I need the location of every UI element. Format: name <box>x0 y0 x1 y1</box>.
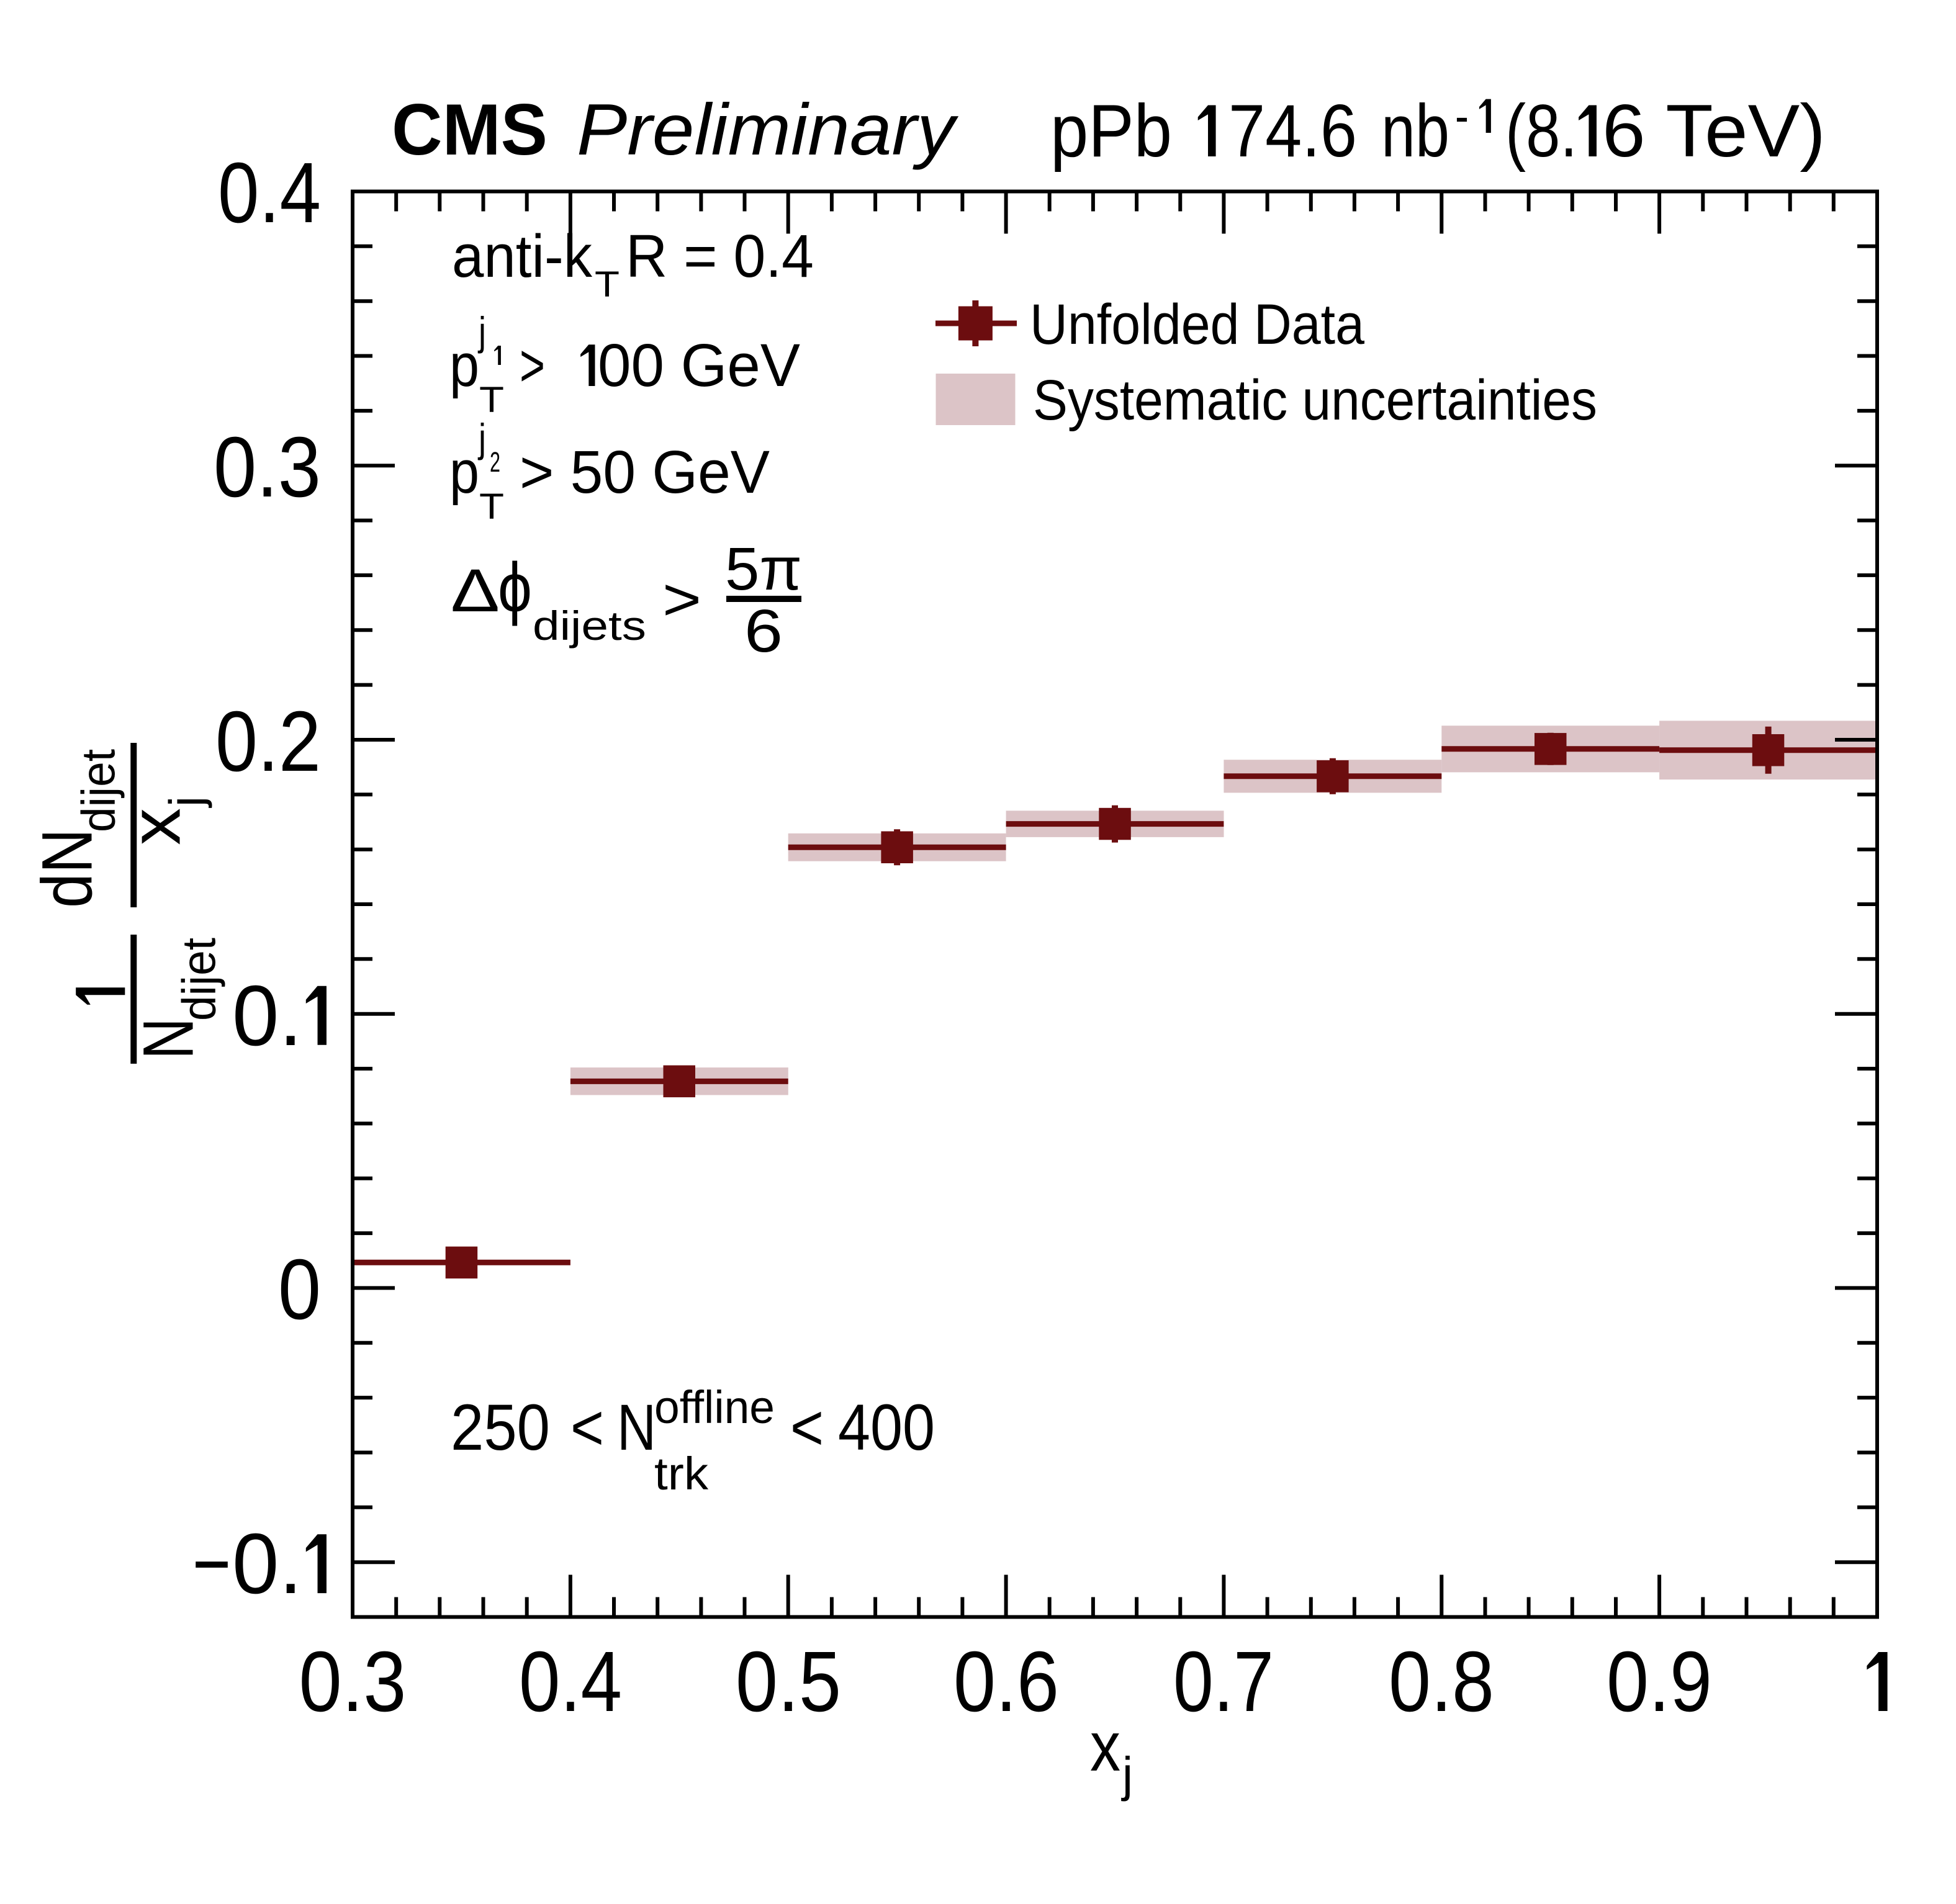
svg-text:0.6: 0.6 <box>953 1634 1059 1730</box>
svg-text:6: 6 <box>744 597 783 665</box>
svg-text:6 TeV): 6 TeV) <box>1602 89 1826 173</box>
svg-text:2: 2 <box>490 446 500 478</box>
svg-text:dijets: dijets <box>533 603 646 649</box>
svg-text:0.3: 0.3 <box>214 420 321 515</box>
svg-text:trk: trk <box>654 1448 709 1499</box>
svg-text:x: x <box>115 808 195 845</box>
svg-text:(8.: (8. <box>1505 89 1577 173</box>
svg-text:nb: nb <box>1381 89 1449 173</box>
svg-text:Δ: Δ <box>451 557 500 624</box>
svg-text:>: > <box>520 331 545 399</box>
svg-text:j: j <box>160 796 212 808</box>
svg-text:00 GeV: 00 GeV <box>598 331 800 399</box>
svg-text:0.5: 0.5 <box>736 1634 841 1730</box>
svg-text:5π: 5π <box>725 535 802 603</box>
svg-text:0: 0 <box>278 1242 321 1337</box>
svg-text:p: p <box>449 438 479 506</box>
svg-text:T: T <box>479 380 504 420</box>
svg-text:Unfolded Data: Unfolded Data <box>1030 293 1365 356</box>
svg-text:dijet: dijet <box>72 749 125 832</box>
svg-text:<: < <box>570 1391 604 1464</box>
svg-text:R = 0.4: R = 0.4 <box>626 222 814 290</box>
svg-text:400: 400 <box>838 1391 935 1464</box>
svg-text:74.6: 74.6 <box>1228 89 1357 173</box>
svg-text:> 50 GeV: > 50 GeV <box>520 438 770 506</box>
svg-text:0.2: 0.2 <box>215 694 321 789</box>
svg-text:0.9: 0.9 <box>1607 1634 1712 1730</box>
svg-text:N: N <box>617 1391 656 1464</box>
svg-text:0.3: 0.3 <box>299 1634 407 1730</box>
svg-text:j: j <box>477 415 486 460</box>
svg-text:0.: 0. <box>232 1516 302 1612</box>
svg-text:Preliminary: Preliminary <box>577 89 959 170</box>
svg-text:ϕ: ϕ <box>498 549 532 626</box>
svg-text:Systematic uncertainties: Systematic uncertainties <box>1033 369 1597 432</box>
svg-text:0.8: 0.8 <box>1389 1634 1494 1730</box>
svg-text:anti-k: anti-k <box>452 222 592 290</box>
svg-text:<: < <box>790 1391 824 1464</box>
svg-text:p: p <box>449 331 479 399</box>
svg-text:>: > <box>662 565 701 633</box>
svg-text:N: N <box>128 1018 208 1059</box>
svg-text:offline: offline <box>654 1381 775 1433</box>
svg-text:0.4: 0.4 <box>218 145 321 241</box>
svg-text:pPb: pPb <box>1050 89 1172 173</box>
svg-text:−: − <box>192 1516 231 1612</box>
svg-text:0.: 0. <box>232 968 302 1064</box>
svg-text:x: x <box>1090 1707 1120 1785</box>
svg-text:CMS: CMS <box>392 89 548 170</box>
svg-text:T: T <box>479 487 504 527</box>
svg-text:j: j <box>477 308 486 354</box>
svg-text:dN: dN <box>27 829 107 908</box>
svg-text:j: j <box>1121 1746 1133 1802</box>
svg-text:-: - <box>1455 88 1469 143</box>
svg-text:0.7: 0.7 <box>1173 1634 1274 1730</box>
svg-text:0.4: 0.4 <box>519 1634 622 1730</box>
svg-text:dijet: dijet <box>173 938 225 1021</box>
svg-text:250: 250 <box>451 1391 550 1464</box>
svg-text:T: T <box>595 264 620 305</box>
